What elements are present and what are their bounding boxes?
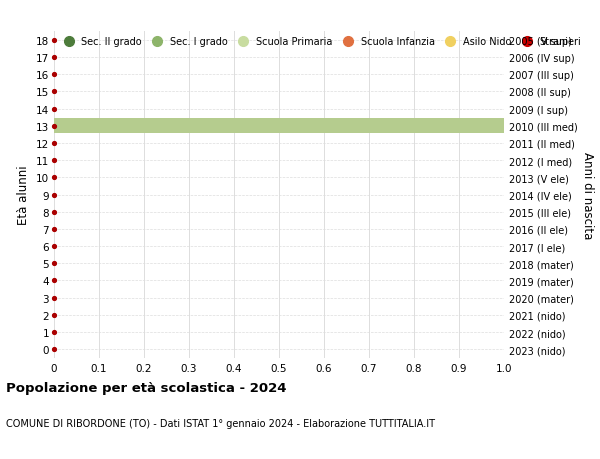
Text: Popolazione per età scolastica - 2024: Popolazione per età scolastica - 2024: [6, 381, 287, 394]
Y-axis label: Anni di nascita: Anni di nascita: [581, 151, 594, 239]
Y-axis label: Età alunni: Età alunni: [17, 165, 31, 225]
Text: COMUNE DI RIBORDONE (TO) - Dati ISTAT 1° gennaio 2024 - Elaborazione TUTTITALIA.: COMUNE DI RIBORDONE (TO) - Dati ISTAT 1°…: [6, 418, 435, 428]
Bar: [54, 119, 504, 134]
Legend: Sec. II grado, Sec. I grado, Scuola Primaria, Scuola Infanzia, Asilo Nido, Stran: Sec. II grado, Sec. I grado, Scuola Prim…: [59, 37, 581, 47]
